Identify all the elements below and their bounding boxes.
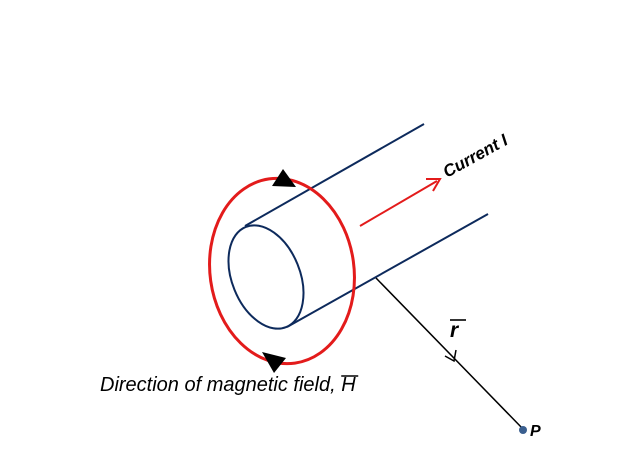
current-arrow-shaft [359,180,438,227]
conductor-cylinder [227,123,489,330]
current-label: Current I [440,130,512,182]
current-arrowhead [426,178,442,192]
field-loop-ellipse [208,176,356,366]
r-symbol: r [450,319,460,342]
magnetic-field-caption: Direction of magnetic field, H [100,374,356,396]
field-direction-arrowhead-top [272,169,296,187]
magnetic-field-loop [208,169,356,373]
conductor-end-face [227,224,305,330]
current-arrow [359,178,442,227]
radius-vector: r [375,277,524,430]
field-direction-arrowhead-bottom [262,352,286,373]
conductor-top-edge [244,123,425,227]
radius-arrowhead [444,349,457,363]
magnetic-field-caption-text: Direction of magnetic field, [100,374,341,396]
conductor-bottom-edge [286,213,489,328]
h-symbol: H [341,374,356,396]
radius-line [375,277,524,430]
point-p-label: P [530,423,541,440]
point-p-dot [519,426,527,434]
